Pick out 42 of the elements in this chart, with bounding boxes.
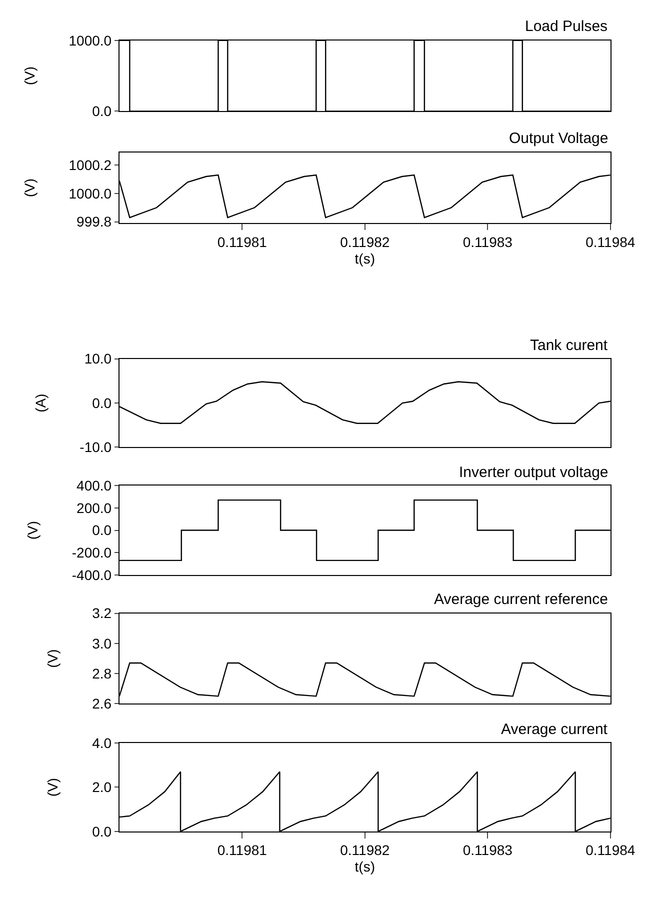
chart-title: Average current reference xyxy=(434,591,608,608)
x-tick-label: 0.11983 xyxy=(462,842,513,858)
chart-title: Output Voltage xyxy=(509,130,608,147)
chart-title: Inverter output voltage xyxy=(459,464,608,481)
x-axis-title: t(s) xyxy=(354,250,376,266)
chart-title: Load Pulses xyxy=(525,18,608,35)
y-tick-label: 1000.2 xyxy=(68,157,112,174)
x-tick-label: 0.11981 xyxy=(217,842,268,858)
y-tick-label: 1000.0 xyxy=(68,185,112,202)
y-axis-title: (A) xyxy=(32,394,48,412)
y-axis-title: (V) xyxy=(24,520,40,540)
y-axis-title: (V) xyxy=(44,778,61,797)
y-tick-label: 2.6 xyxy=(92,696,112,712)
y-tick-label: 0.0 xyxy=(92,103,112,120)
x-tick-label: 0.11983 xyxy=(462,234,513,250)
x-tick-label: 0.11982 xyxy=(340,234,390,250)
chart-title: Average current xyxy=(501,721,608,738)
y-tick-label: 3.2 xyxy=(92,605,112,622)
y-tick-label: 999.8 xyxy=(76,214,112,230)
y-tick-label: 1000.0 xyxy=(68,32,112,48)
x-tick-label: 0.11981 xyxy=(217,234,268,250)
y-tick-label: -10.0 xyxy=(80,439,112,456)
y-tick-label: 0.0 xyxy=(92,522,112,538)
y-tick-label: 10.0 xyxy=(84,350,112,367)
y-axis-title: (V) xyxy=(44,649,61,668)
y-tick-label: 200.0 xyxy=(76,500,112,516)
y-tick-label: 0.0 xyxy=(92,823,112,840)
y-tick-label: -200.0 xyxy=(72,544,112,561)
chart-title: Tank curent xyxy=(530,337,608,354)
x-tick-label: 0.11984 xyxy=(586,842,636,858)
y-tick-label: 400.0 xyxy=(76,477,112,494)
y-axis-title: (V) xyxy=(21,66,38,86)
x-axis-title: t(s) xyxy=(354,858,376,875)
y-tick-label: -400.0 xyxy=(72,566,112,583)
x-tick-label: 0.11984 xyxy=(586,234,636,250)
x-tick-label: 0.11982 xyxy=(340,842,390,858)
y-tick-label: 2.0 xyxy=(92,779,112,796)
y-tick-label: 3.0 xyxy=(92,635,112,652)
y-tick-label: 4.0 xyxy=(92,734,112,751)
y-axis-title: (V) xyxy=(21,178,38,198)
y-tick-label: 0.0 xyxy=(92,394,112,411)
y-tick-label: 2.8 xyxy=(92,665,112,682)
